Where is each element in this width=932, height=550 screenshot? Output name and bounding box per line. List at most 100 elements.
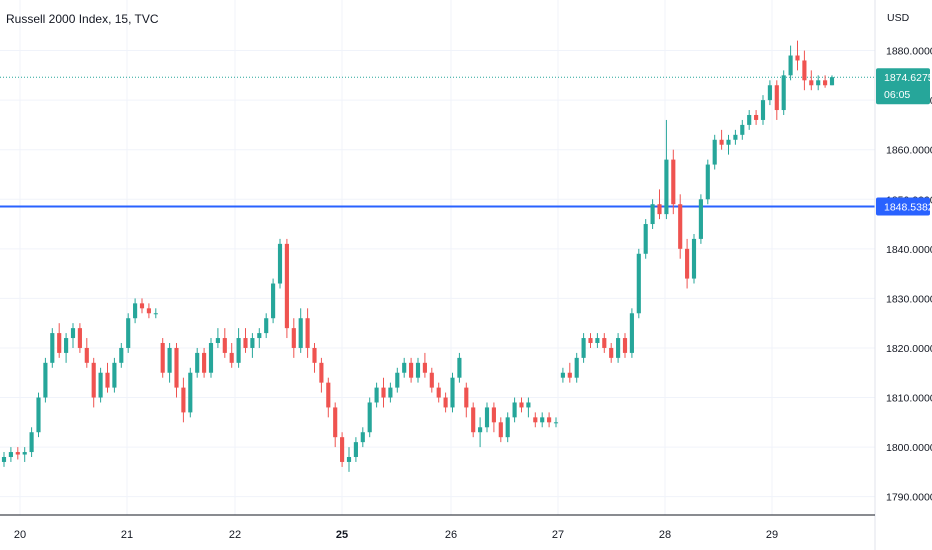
time-axis[interactable]: 20 21 22 25 26 27 28 29 <box>14 529 778 541</box>
candle-body <box>22 452 27 455</box>
candle-body <box>754 114 759 120</box>
candle-body <box>429 372 434 388</box>
candle <box>264 313 269 339</box>
candle <box>243 328 248 353</box>
horizontal-line-price-label: 1848.5382 <box>884 202 932 214</box>
candle <box>740 119 745 140</box>
candle <box>754 110 759 125</box>
candle-body <box>409 362 414 378</box>
candle <box>450 372 455 413</box>
time-tick-label: 20 <box>14 529 26 541</box>
candle <box>471 402 476 438</box>
candle <box>457 352 462 383</box>
grid-lines <box>0 0 875 515</box>
candle <box>409 357 414 383</box>
candle-body <box>326 382 331 408</box>
candle <box>547 412 552 428</box>
last-price-badge-bg <box>876 68 930 105</box>
candle <box>333 402 338 448</box>
candle-body <box>202 352 207 373</box>
candle <box>657 189 662 220</box>
candle-body <box>691 238 697 279</box>
candle <box>167 343 172 383</box>
last-price-label: 1874.6275 <box>884 72 932 84</box>
candle-body <box>802 60 807 81</box>
candle <box>643 219 648 259</box>
candle-body <box>195 352 200 373</box>
candle <box>526 397 531 418</box>
candle-body <box>257 333 262 339</box>
candle-body <box>112 362 117 388</box>
candle <box>202 347 207 378</box>
candle <box>436 382 441 403</box>
price-tick-label: 1840.0000 <box>886 244 932 256</box>
candle <box>788 45 793 81</box>
candle-body <box>609 347 614 358</box>
price-tick-label: 1800.0000 <box>886 442 932 454</box>
candle <box>616 333 621 363</box>
candle <box>119 343 124 368</box>
candle-body <box>712 139 717 165</box>
candle <box>50 328 55 368</box>
candle-body <box>533 417 538 423</box>
candle <box>767 80 772 106</box>
candle-body <box>505 417 510 438</box>
candle-body <box>560 372 565 378</box>
candle-body <box>457 357 462 378</box>
candle-body <box>15 452 20 455</box>
time-tick-label: 22 <box>229 529 241 541</box>
candle <box>222 328 227 358</box>
candle-body <box>622 338 628 353</box>
candle-body <box>222 338 227 353</box>
candle <box>367 397 372 438</box>
time-tick-label: 25 <box>336 529 348 541</box>
candle-body <box>395 372 400 388</box>
candle-body <box>629 313 634 353</box>
candle-body <box>595 338 600 344</box>
last-price-badge: 1874.6275 06:05 <box>876 68 932 105</box>
candle <box>498 417 503 443</box>
candle <box>284 238 289 339</box>
candle-body <box>512 402 517 418</box>
candle <box>691 233 697 284</box>
candle <box>553 417 559 428</box>
candle-body <box>312 347 317 363</box>
time-tick-label: 26 <box>445 529 457 541</box>
candle-body <box>747 114 752 125</box>
candle <box>464 382 469 418</box>
candle <box>36 392 41 438</box>
candle <box>422 352 427 378</box>
candle-body <box>823 80 828 86</box>
price-tick-label: 1820.0000 <box>886 343 932 355</box>
candle <box>781 70 786 115</box>
price-axis[interactable]: 1880.00001870.00001860.00001850.00001840… <box>886 46 932 504</box>
candle-body <box>181 387 186 413</box>
candle-body <box>443 397 448 408</box>
candle <box>636 248 641 319</box>
candle-body <box>174 347 179 388</box>
candle-body <box>719 139 724 145</box>
currency-label: USD <box>887 12 910 24</box>
candle <box>1 452 7 467</box>
candle-body <box>374 387 379 403</box>
candle-body <box>353 442 358 458</box>
time-tick-label: 21 <box>121 529 133 541</box>
candle-body <box>643 224 648 254</box>
horizontal-line-badge-bg <box>876 197 930 216</box>
candle-body <box>464 387 469 408</box>
candle <box>595 333 600 348</box>
bar-countdown-label: 06:05 <box>884 89 910 101</box>
candle-body <box>388 387 393 398</box>
candle <box>664 119 669 220</box>
candle-body <box>126 318 131 348</box>
candle <box>719 129 724 150</box>
candle <box>250 333 255 358</box>
candle <box>540 412 545 428</box>
candle-body <box>678 204 683 249</box>
candle-body <box>91 362 96 398</box>
candle-body <box>153 313 158 315</box>
candle <box>319 357 324 393</box>
horizontal-line-price-badge: 1848.5382 <box>876 197 932 216</box>
candle <box>98 367 103 403</box>
